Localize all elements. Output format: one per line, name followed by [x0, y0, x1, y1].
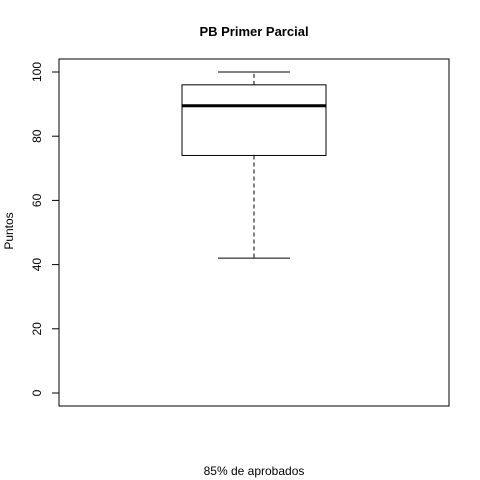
y-tick-label: 0 [30, 389, 44, 396]
y-tick-label: 60 [30, 193, 44, 207]
chart-title: PB Primer Parcial [199, 24, 308, 39]
y-tick-label: 40 [30, 258, 44, 272]
y-axis-ticks: 0 20 40 60 80 100 [30, 62, 59, 396]
boxplot [181, 71, 327, 259]
y-tick-label: 20 [30, 322, 44, 336]
y-axis-label: Puntos [2, 212, 16, 249]
y-tick-label: 80 [30, 129, 44, 143]
y-tick-label: 100 [30, 62, 44, 82]
x-axis-label: 85% de aprobados [204, 464, 305, 478]
iqr-box [181, 84, 327, 156]
